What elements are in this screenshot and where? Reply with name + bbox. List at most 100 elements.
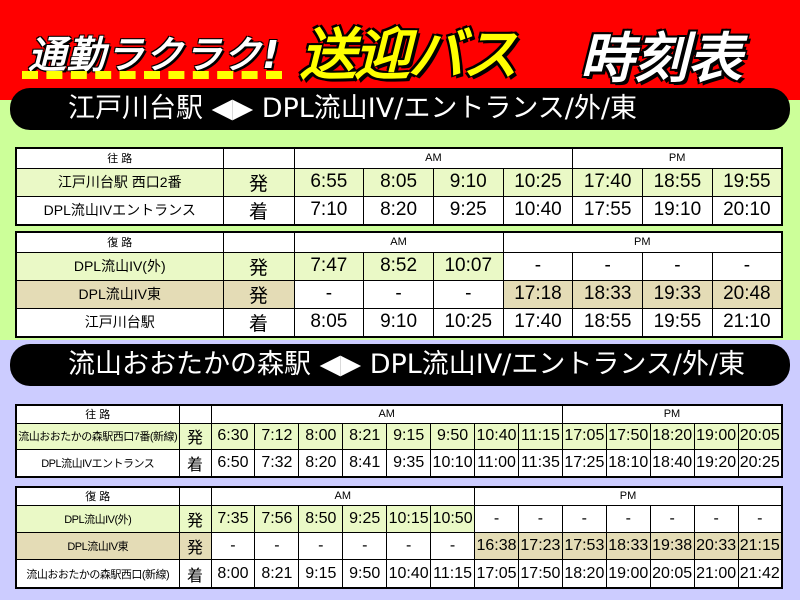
time-cell: 21:10 xyxy=(711,307,783,337)
dir-mark: 着 xyxy=(178,559,212,589)
time-cell: 10:07 xyxy=(432,251,504,281)
time-cell: - xyxy=(298,531,344,561)
time-cell: 17:25 xyxy=(561,449,607,478)
route2-inbound-table: 復 路 AM PM DPL流山IV(外) 発 7:35 7:56 8:50 9:25 10:15 1… xyxy=(15,486,783,589)
time-cell: 8:52 xyxy=(363,251,434,281)
stop-name: DPL流山IV東 xyxy=(15,531,180,561)
time-cell: 11:15 xyxy=(517,422,563,451)
time-cell: 9:25 xyxy=(342,504,388,533)
time-cell: 8:05 xyxy=(363,167,434,197)
title-yellow: 送迎バス xyxy=(300,23,518,88)
time-cell: - xyxy=(711,251,783,281)
time-cell: 18:55 xyxy=(642,167,713,197)
table-row: DPL流山IV東発 - - -17:18 18:33 19:33 20:48 xyxy=(15,279,783,309)
am-header: AM xyxy=(293,147,574,169)
time-cell: 8:20 xyxy=(363,195,434,225)
time-cell: 17:53 xyxy=(561,531,607,561)
time-cell: 11:00 xyxy=(474,449,519,478)
direction-label: 復 路 xyxy=(15,231,224,253)
dir-mark: 発 xyxy=(178,422,212,451)
time-cell: 17:40 xyxy=(502,307,574,337)
table-header-row: 往 路 AM PM xyxy=(15,147,783,169)
table-row: DPL流山IV(外) 発 7:47 8:52 10:07- - - - xyxy=(15,251,783,281)
stop-name: DPL流山IVエントランス xyxy=(15,195,224,225)
time-cell: - xyxy=(693,504,739,533)
table-row: DPL流山IVエントランス着 7:10 8:20 9:25 10:40 17:55 19:1… xyxy=(15,195,783,225)
dir-mark: 着 xyxy=(178,449,212,478)
time-cell: 20:25 xyxy=(737,449,783,478)
direction-label: 復 路 xyxy=(15,486,180,506)
time-cell: - xyxy=(502,251,574,281)
time-cell: 20:10 xyxy=(711,195,783,225)
time-cell: 10:40 xyxy=(386,559,432,589)
stop-name: DPL流山IVエントランス xyxy=(15,449,180,478)
time-cell: 17:50 xyxy=(605,422,651,451)
time-cell: 9:10 xyxy=(432,167,504,197)
time-cell: 17:05 xyxy=(561,422,607,451)
time-cell: 17:23 xyxy=(517,531,563,561)
table-row: 江戸川台駅 西口2番発 6:55 8:05 9:10 10:25 17:40 18:55 19… xyxy=(15,167,783,197)
pm-header: PM xyxy=(474,486,783,506)
table-header-row: 復 路 AM PM xyxy=(15,231,783,253)
dir-mark: 着 xyxy=(222,195,295,225)
time-cell: 9:50 xyxy=(430,422,476,451)
time-cell: 6:55 xyxy=(293,167,365,197)
am-header: AM xyxy=(210,404,563,424)
time-cell: 19:33 xyxy=(642,279,713,309)
time-cell: 10:40 xyxy=(474,422,519,451)
stop-name: DPL流山IV(外) xyxy=(15,504,180,533)
stop-name: 流山おおたかの森駅西口(新線) xyxy=(15,559,180,589)
time-cell: 21:00 xyxy=(693,559,739,589)
time-cell: 21:42 xyxy=(737,559,783,589)
time-cell: 18:55 xyxy=(572,307,644,337)
time-cell: - xyxy=(737,504,783,533)
time-cell: 19:55 xyxy=(642,307,713,337)
time-cell: 8:20 xyxy=(298,449,344,478)
route1-banner: 江戸川台駅 ◀▶ DPL流山IV/エントランス/外/東 xyxy=(10,88,790,130)
time-cell: 17:18 xyxy=(502,279,574,309)
time-cell: 6:30 xyxy=(210,422,256,451)
time-cell: - xyxy=(210,531,256,561)
time-cell: 7:32 xyxy=(254,449,300,478)
dir-mark: 発 xyxy=(178,531,212,561)
time-cell: 8:41 xyxy=(342,449,388,478)
time-cell: 8:05 xyxy=(293,307,365,337)
time-cell: 9:15 xyxy=(298,559,344,589)
stop-name: 江戸川台駅 西口2番 xyxy=(15,167,224,197)
page-title: 通勤ラクラク! 送迎バス 時刻表 xyxy=(0,8,800,90)
table-row: DPL流山IV東発 - - - - - -16:38 17:23 17:53 18:33 19:38… xyxy=(15,531,783,561)
am-header: AM xyxy=(293,231,504,253)
time-cell: 6:50 xyxy=(210,449,256,478)
time-cell: 10:15 xyxy=(386,504,432,533)
pm-header: PM xyxy=(502,231,783,253)
time-cell: 9:15 xyxy=(386,422,432,451)
route1-outbound-table: 往 路 AM PM 江戸川台駅 西口2番発 6:55 8:05 9:10 10:25 17:40… xyxy=(15,147,783,226)
time-cell: 18:10 xyxy=(605,449,651,478)
time-cell: 20:48 xyxy=(711,279,783,309)
time-cell: 18:20 xyxy=(649,422,695,451)
direction-label: 往 路 xyxy=(15,147,224,169)
route2-outbound-table: 往 路 AM PM 流山おおたかの森駅西口7番(新線) 発 6:30 7:12 8:00 8:2… xyxy=(15,404,783,478)
time-cell: 9:25 xyxy=(432,195,504,225)
time-cell: 7:35 xyxy=(210,504,256,533)
time-cell: 18:33 xyxy=(605,531,651,561)
time-cell: - xyxy=(342,531,388,561)
route1-inbound-table: 復 路 AM PM DPL流山IV(外) 発 7:47 8:52 10:07- - - - DPL流山… xyxy=(15,231,783,338)
direction-label: 往 路 xyxy=(15,404,180,424)
time-cell: 7:12 xyxy=(254,422,300,451)
stop-name: DPL流山IV東 xyxy=(15,279,224,309)
time-cell: 17:50 xyxy=(517,559,563,589)
time-cell: 10:10 xyxy=(430,449,476,478)
stop-name: 江戸川台駅 xyxy=(15,307,224,337)
dir-mark: 発 xyxy=(222,279,295,309)
route2-banner: 流山おおたかの森駅 ◀▶ DPL流山IV/エントランス/外/東 xyxy=(10,344,790,386)
time-cell: 19:38 xyxy=(649,531,695,561)
dashed-underline xyxy=(22,71,282,79)
time-cell: 7:47 xyxy=(293,251,365,281)
title-white: 時刻表 xyxy=(580,27,742,90)
table-row: 江戸川台駅着 8:05 9:10 10:25 17:40 18:55 19:55 21:10 xyxy=(15,307,783,337)
time-cell: - xyxy=(517,504,563,533)
time-cell: 10:50 xyxy=(430,504,476,533)
time-cell: 9:35 xyxy=(386,449,432,478)
time-cell: 8:21 xyxy=(254,559,300,589)
